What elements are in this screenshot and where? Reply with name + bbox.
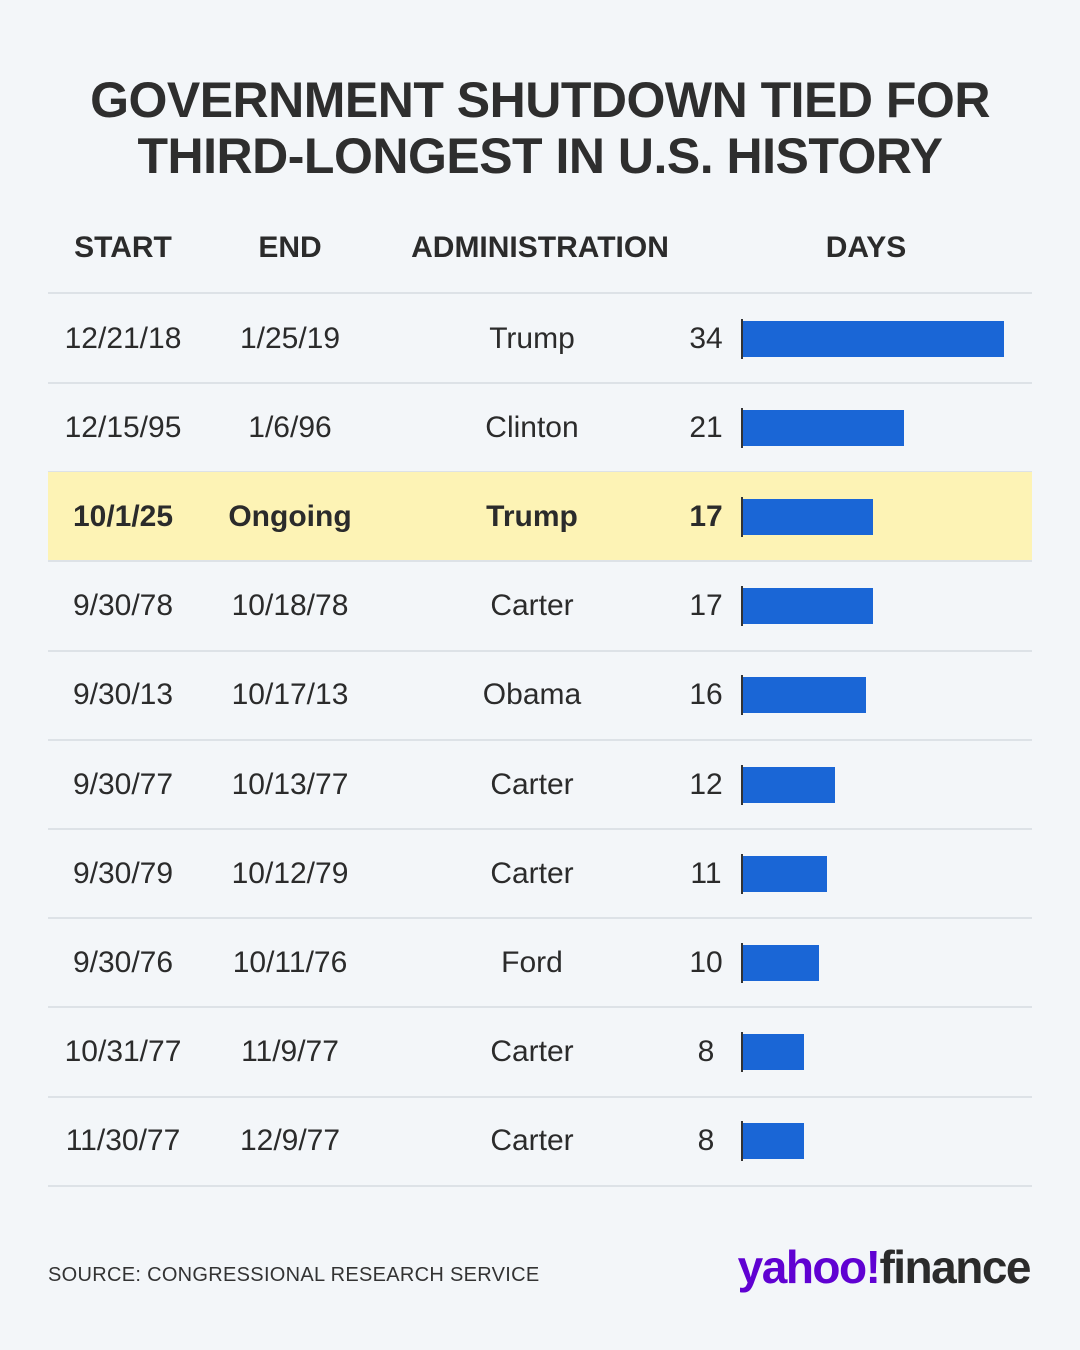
bar-baseline (741, 675, 743, 716)
row (48, 740, 1032, 830)
end-date: 10/11/76 (232, 946, 348, 979)
administration: Carter (490, 856, 574, 890)
administration: Trump (489, 321, 575, 355)
bar (742, 1123, 804, 1160)
administration: Obama (482, 678, 582, 712)
days-label: 17 (689, 500, 723, 533)
row (48, 562, 1032, 652)
days-label: 21 (689, 410, 723, 444)
bar (742, 855, 827, 892)
logo: yahoo!finance (737, 1240, 1032, 1294)
end-date: 10/12/79 (231, 856, 349, 890)
title-line: THIRD-LONGEST IN U.S. HISTORY (137, 128, 943, 184)
bar (742, 945, 820, 981)
start-date: 9/30/13 (72, 678, 174, 712)
start-date: 9/30/78 (72, 589, 174, 623)
start-date: 9/30/77 (72, 767, 174, 801)
bar-baseline (741, 943, 743, 983)
bar-baseline (741, 1032, 743, 1073)
column-header: END (258, 231, 322, 264)
column-header: ADMINISTRATION (411, 231, 669, 264)
bar (742, 409, 905, 446)
administration: Trump (486, 500, 578, 533)
days-label: 8 (697, 1124, 715, 1158)
end-date: 1/6/96 (248, 410, 332, 444)
days-label: 16 (689, 678, 723, 712)
start-date: 12/15/95 (64, 410, 182, 444)
start-date: 9/30/76 (72, 946, 174, 979)
days-label: 8 (697, 1035, 715, 1069)
end-date: 12/9/77 (239, 1124, 341, 1158)
days-label: 12 (689, 767, 723, 801)
bar-baseline (741, 853, 743, 894)
bar (742, 1034, 804, 1071)
column-header: START (74, 231, 172, 264)
administration: Clinton (485, 410, 579, 444)
administration: Carter (490, 767, 574, 801)
row (48, 1008, 1032, 1098)
row (48, 383, 1032, 474)
end-date: 10/18/78 (231, 589, 349, 623)
start-date: 9/30/79 (72, 856, 174, 890)
administration: Carter (490, 589, 574, 623)
end-date: 10/13/77 (231, 767, 349, 801)
administration: Carter (490, 1035, 574, 1069)
bar (742, 499, 874, 535)
bar (742, 320, 1005, 357)
bar-baseline (741, 497, 743, 537)
row (48, 829, 1032, 920)
days-label: 34 (689, 321, 723, 355)
end-date: 1/25/19 (239, 321, 341, 355)
days-label: 11 (690, 856, 722, 890)
logo-brand: yahoo! (737, 1241, 881, 1293)
bar-baseline (741, 586, 743, 627)
row (48, 918, 1032, 1009)
bar-baseline (741, 1121, 743, 1162)
administration: Carter (490, 1124, 574, 1158)
days-label: 10 (689, 946, 723, 979)
bar-baseline (741, 407, 743, 448)
source: SOURCE: CONGRESSIONAL RESEARCH SERVICE (48, 1264, 540, 1286)
logo-product: finance (879, 1241, 1031, 1293)
bar (742, 588, 874, 625)
start-date: 12/21/18 (64, 321, 182, 355)
administration: Ford (501, 946, 563, 979)
title-line: GOVERNMENT SHUTDOWN TIED FOR (90, 72, 990, 128)
end-date: Ongoing (228, 500, 352, 533)
start-date: 10/1/25 (72, 500, 174, 533)
column-header: DAYS (825, 231, 907, 264)
start-date: 11/30/77 (65, 1124, 181, 1158)
row (48, 294, 1032, 384)
bar-baseline (741, 318, 743, 359)
end-date: 10/17/13 (231, 678, 349, 712)
days-label: 17 (689, 589, 723, 623)
bar (742, 677, 866, 714)
bar-baseline (741, 764, 743, 805)
row (48, 1097, 1032, 1187)
end-date: 11/9/77 (241, 1035, 339, 1069)
header-rule (48, 292, 1032, 294)
row (48, 651, 1032, 741)
start-date: 10/31/77 (64, 1035, 182, 1069)
bar (742, 766, 835, 803)
